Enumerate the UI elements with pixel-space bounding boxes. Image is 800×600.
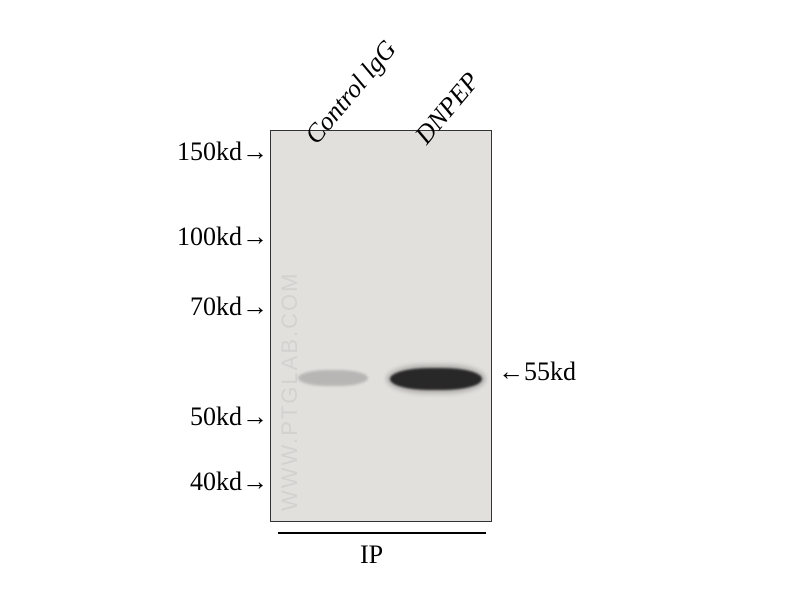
mw-marker-0: 150kd→ — [177, 137, 268, 167]
western-blot-figure: WWW.PTGLAB.COM Control lgGDNPEP 150kd→10… — [80, 20, 720, 580]
blot-membrane: WWW.PTGLAB.COM — [270, 130, 492, 522]
mw-text: 70kd — [190, 292, 242, 321]
arrow-right-icon: → — [242, 402, 268, 432]
mw-text: 50kd — [190, 402, 242, 431]
mw-marker-1: 100kd→ — [177, 222, 268, 252]
ip-underline — [278, 532, 486, 534]
arrow-right-icon: → — [242, 467, 268, 497]
arrow-right-icon: → — [242, 222, 268, 252]
mw-marker-4: 40kd→ — [190, 467, 268, 497]
mw-text: 100kd — [177, 222, 242, 251]
target-band-label: ←55kd — [498, 357, 576, 387]
mw-marker-2: 70kd→ — [190, 292, 268, 322]
target-band-text: 55kd — [524, 357, 576, 386]
mw-text: 150kd — [177, 137, 242, 166]
band-DNPEP-halo — [386, 364, 486, 394]
mw-marker-3: 50kd→ — [190, 402, 268, 432]
ip-label: IP — [360, 540, 383, 570]
band-Control lgG — [298, 370, 368, 386]
arrow-left-icon: ← — [498, 357, 524, 387]
watermark-text: WWW.PTGLAB.COM — [277, 141, 303, 511]
mw-text: 40kd — [190, 467, 242, 496]
arrow-right-icon: → — [242, 292, 268, 322]
arrow-right-icon: → — [242, 137, 268, 167]
